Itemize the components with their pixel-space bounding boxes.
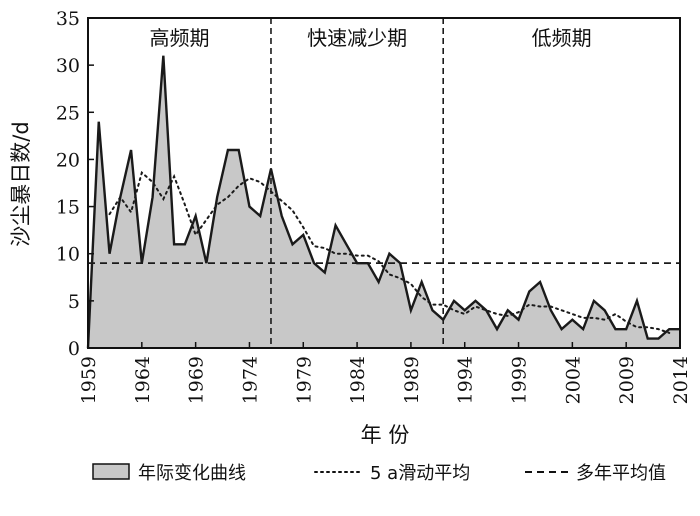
legend: 年际变化曲线 5 a滑动平均 多年平均值 (92, 463, 666, 484)
x-tick-label: 1974 (239, 356, 261, 404)
plot-area: 高频期 快速减少期 低频期 (86, 18, 680, 349)
x-axis-label: 年 份 (361, 423, 410, 447)
y-tick-label: 5 (68, 291, 80, 313)
period-label: 高频期 (149, 26, 209, 50)
moving-average-line (108, 170, 671, 334)
x-tick-label: 2004 (562, 356, 584, 404)
x-tick-label: 1964 (132, 356, 154, 404)
x-tick-label: 1989 (401, 356, 423, 404)
annual-area-fill (88, 55, 680, 348)
axes: 0 5 10 15 20 25 30 35 1959 1964 1969 1974 1979 1984 19… (56, 8, 692, 404)
y-tick-label: 30 (56, 55, 80, 77)
legend-label-dotted: 5 a滑动平均 (370, 463, 470, 484)
x-tick-label: 2009 (616, 356, 638, 404)
x-tick-label: 1969 (186, 356, 208, 404)
plot-frame (87, 17, 681, 349)
x-tick-label: 1959 (78, 356, 100, 404)
x-tick-label: 1984 (347, 356, 369, 404)
legend-label-area: 年际变化曲线 (138, 463, 246, 484)
x-tick-label: 2014 (670, 356, 692, 404)
y-axis-label: 沙尘暴日数/d (9, 121, 33, 246)
y-tick-label: 35 (56, 8, 80, 30)
x-tick-label: 1994 (455, 356, 477, 404)
legend-swatch-area (92, 463, 130, 480)
legend-label-dashed: 多年平均值 (576, 463, 666, 484)
period-label: 快速减少期 (307, 26, 407, 50)
period-label: 低频期 (532, 26, 592, 50)
y-tick-label: 25 (56, 102, 80, 124)
x-tick-label: 1999 (509, 356, 531, 404)
y-tick-label: 20 (56, 149, 80, 171)
y-tick-label: 10 (56, 244, 80, 266)
y-tick-label: 15 (56, 197, 80, 219)
y-tick-label: 0 (68, 338, 80, 360)
x-tick-label: 1979 (293, 356, 315, 404)
